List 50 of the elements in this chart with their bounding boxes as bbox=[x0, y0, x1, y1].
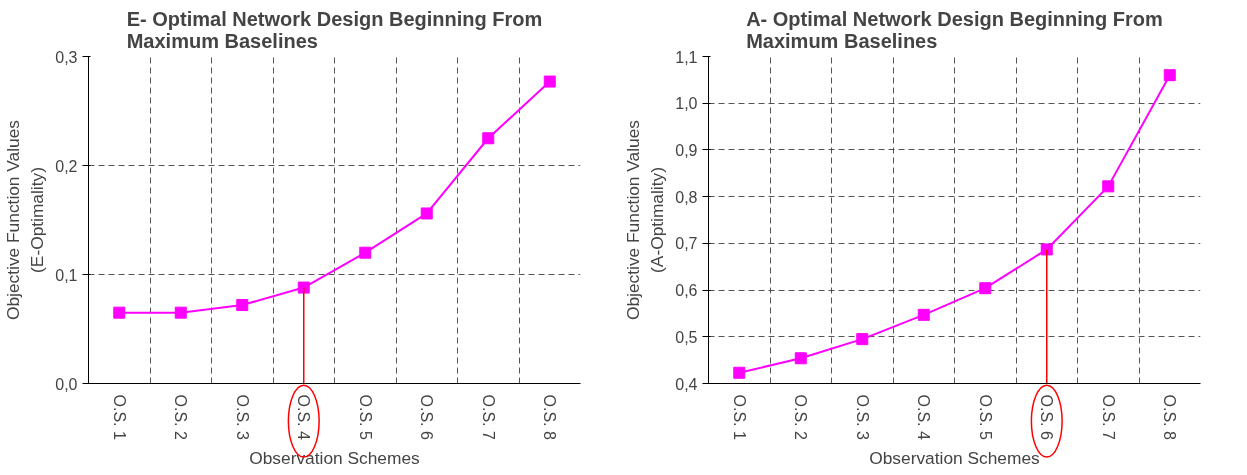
y-tick-label: 0,4 bbox=[675, 375, 698, 393]
point bbox=[113, 306, 126, 319]
y-tick-label: 0,8 bbox=[675, 188, 698, 206]
y-axis-title: Objective Function Values (E-Optimality) bbox=[3, 119, 48, 321]
x-tick-label: O.S. 7 bbox=[1099, 394, 1117, 440]
point bbox=[917, 308, 930, 321]
point bbox=[979, 282, 992, 295]
x-tick-label: O.S. 1 bbox=[730, 394, 748, 440]
point bbox=[297, 281, 310, 294]
x-tick-label: O.S. 5 bbox=[976, 394, 994, 440]
y-tick-label: 0,9 bbox=[675, 141, 698, 159]
x-tick-label: O.S. 2 bbox=[172, 394, 190, 440]
point bbox=[359, 246, 372, 259]
point bbox=[482, 132, 495, 145]
y-tick-label: 0,6 bbox=[675, 282, 698, 300]
x-tick-label: O.S. 5 bbox=[356, 394, 374, 440]
y-axis-title: Objective Function Values (A-Optimality) bbox=[623, 119, 668, 321]
point bbox=[856, 333, 869, 346]
y-tick-label: 0,7 bbox=[675, 235, 698, 253]
y-tick-label: 0,1 bbox=[55, 266, 78, 284]
point bbox=[794, 352, 807, 365]
x-tick-label: O.S. 3 bbox=[853, 394, 871, 440]
point bbox=[543, 75, 556, 88]
x-tick-label: O.S. 8 bbox=[541, 394, 559, 440]
y-tick-label: 0,5 bbox=[675, 328, 698, 346]
x-tick-label: O.S. 1 bbox=[110, 394, 128, 440]
x-axis-title: Observation Schemes bbox=[869, 447, 1041, 468]
point bbox=[420, 207, 433, 220]
y-tick-label: 1,0 bbox=[675, 95, 698, 113]
x-tick-label: O.S. 3 bbox=[233, 394, 251, 440]
x-axis-title: Observation Schemes bbox=[249, 447, 421, 468]
x-tick-label: O.S. 6 bbox=[418, 394, 436, 440]
y-tick-label: 1,1 bbox=[675, 48, 698, 66]
chart-title: E- Optimal Network Design Beginning From Maximum Baselines bbox=[126, 7, 543, 52]
point bbox=[1040, 243, 1053, 256]
point bbox=[1163, 69, 1176, 82]
point bbox=[236, 299, 249, 312]
x-tick-label: O.S. 4 bbox=[915, 394, 933, 440]
point bbox=[174, 306, 187, 319]
y-tick-label: 0,2 bbox=[55, 157, 78, 175]
point bbox=[733, 366, 746, 379]
y-tick-label: 0,0 bbox=[55, 375, 78, 393]
point bbox=[1102, 180, 1115, 193]
chart-title: A- Optimal Network Design Beginning From Maximum Baselines bbox=[746, 7, 1163, 52]
y-tick-label: 0,3 bbox=[55, 48, 78, 66]
x-tick-label: O.S. 6 bbox=[1038, 394, 1056, 440]
x-tick-label: O.S. 2 bbox=[792, 394, 810, 440]
x-tick-label: O.S. 7 bbox=[479, 394, 497, 440]
x-tick-label: O.S. 8 bbox=[1161, 394, 1179, 440]
x-tick-label: O.S. 4 bbox=[295, 394, 313, 440]
